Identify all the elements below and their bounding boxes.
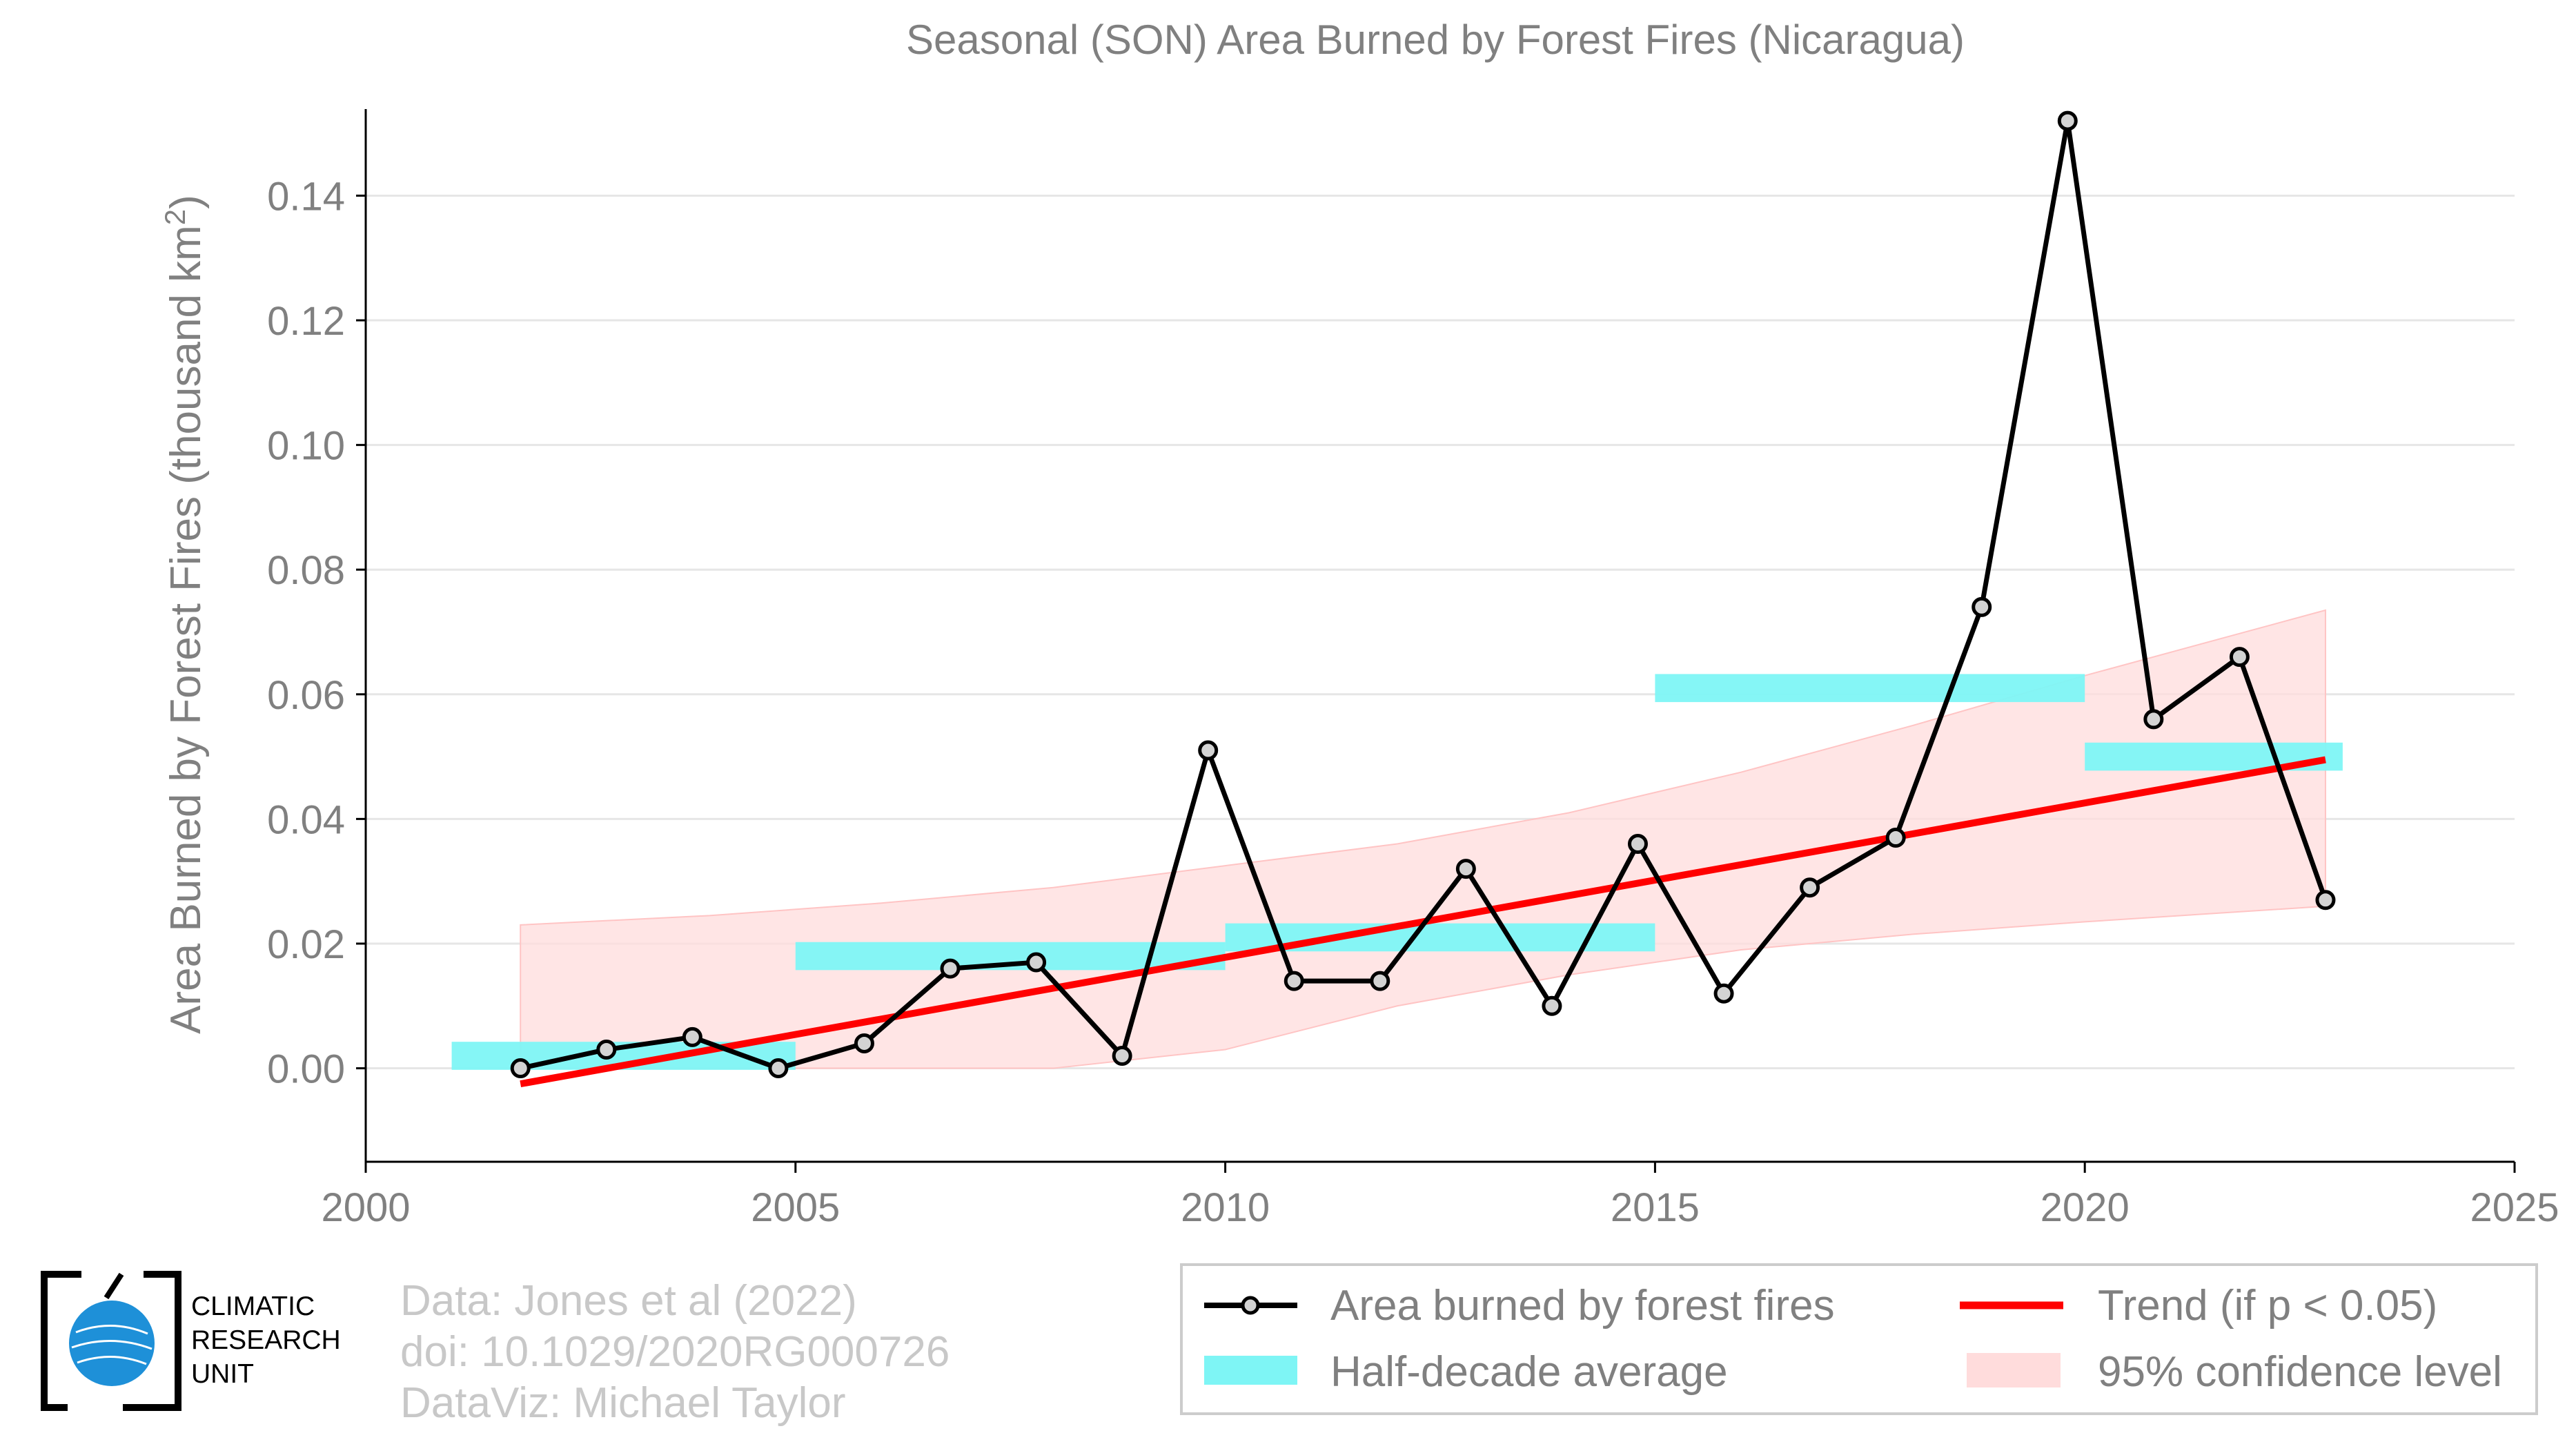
series-line bbox=[520, 118, 2328, 1071]
y-tick-label: 0.14 bbox=[267, 174, 345, 219]
data-point bbox=[1800, 877, 1820, 898]
y-tick-label: 0.00 bbox=[267, 1047, 345, 1092]
data-point bbox=[1198, 740, 1219, 761]
cru-logo bbox=[41, 1271, 181, 1411]
data-point bbox=[1284, 971, 1304, 991]
data-point bbox=[2057, 110, 2078, 131]
x-tick-label: 2000 bbox=[321, 1185, 410, 1230]
legend-swatch-halfdecade bbox=[1204, 1356, 1297, 1385]
data-point bbox=[1713, 983, 1734, 1004]
logo-slash bbox=[104, 1272, 124, 1300]
legend: Area burned by forest fires Trend (if p … bbox=[1180, 1263, 2538, 1415]
data-point bbox=[1026, 952, 1047, 973]
credit-doi: doi: 10.1029/2020RG000726 bbox=[400, 1328, 950, 1376]
x-tick-labels: 2000 2005 2010 2015 2020 2025 bbox=[321, 1185, 2559, 1230]
data-point bbox=[1542, 995, 1562, 1016]
legend-label-trend: Trend (if p < 0.05) bbox=[2098, 1282, 2437, 1330]
x-tick-label: 2025 bbox=[2470, 1185, 2559, 1230]
legend-label-halfdecade: Half-decade average bbox=[1330, 1348, 1728, 1396]
globe-icon bbox=[69, 1301, 155, 1386]
y-tick-label: 0.06 bbox=[267, 673, 345, 718]
data-point bbox=[2315, 890, 2336, 910]
logo-frame-right bbox=[123, 1271, 181, 1411]
chart-title: Seasonal (SON) Area Burned by Forest Fir… bbox=[906, 17, 1965, 63]
legend-label-series: Area burned by forest fires bbox=[1330, 1282, 1835, 1330]
credits: Data: Jones et al (2022) doi: 10.1029/20… bbox=[400, 1276, 950, 1429]
credit-dataviz: DataViz: Michael Taylor bbox=[400, 1379, 846, 1427]
x-tick-label: 2010 bbox=[1181, 1185, 1270, 1230]
data-point bbox=[510, 1058, 531, 1079]
logo-text-line3: UNIT bbox=[191, 1359, 254, 1389]
area-burned-series-layer bbox=[510, 110, 2336, 1079]
x-tick-label: 2020 bbox=[2041, 1185, 2130, 1230]
legend-box bbox=[1180, 1263, 2538, 1415]
data-point bbox=[1627, 834, 1648, 854]
legend-label-confidence: 95% confidence level bbox=[2098, 1348, 2502, 1396]
legend-marker-series bbox=[1241, 1296, 1260, 1315]
y-tick-labels: 0.00 0.02 0.04 0.06 0.08 0.10 0.12 0.14 bbox=[267, 174, 345, 1091]
x-tick-label: 2015 bbox=[1611, 1185, 1700, 1230]
data-point bbox=[2229, 647, 2250, 668]
data-point bbox=[1455, 859, 1476, 879]
y-tick-label: 0.08 bbox=[267, 548, 345, 593]
data-point bbox=[940, 958, 961, 979]
logo-text-line2: RESEARCH bbox=[191, 1325, 341, 1355]
data-point bbox=[1885, 827, 1906, 848]
y-tick-label: 0.04 bbox=[267, 797, 345, 842]
data-point bbox=[2143, 709, 2164, 730]
y-tick-label: 0.02 bbox=[267, 922, 345, 967]
y-tick-label: 0.12 bbox=[267, 299, 345, 344]
y-tick-label: 0.10 bbox=[267, 424, 345, 469]
globe-lines bbox=[71, 1324, 153, 1365]
data-point bbox=[854, 1033, 874, 1053]
data-point bbox=[1972, 596, 1992, 617]
credit-data-source: Data: Jones et al (2022) bbox=[400, 1277, 857, 1325]
data-point bbox=[768, 1058, 789, 1079]
logo-text-line1: CLIMATIC bbox=[191, 1292, 315, 1321]
data-point bbox=[596, 1039, 617, 1060]
half-decade-bar bbox=[1655, 674, 2085, 703]
data-point bbox=[1112, 1046, 1132, 1066]
axes bbox=[356, 109, 2516, 1173]
legend-swatch-confidence bbox=[1967, 1353, 2061, 1387]
logo-text: CLIMATIC RESEARCH UNIT bbox=[191, 1289, 341, 1391]
y-axis-label: Area Burned by Forest Fires (thousand km… bbox=[159, 195, 210, 1034]
x-tick-label: 2005 bbox=[751, 1185, 840, 1230]
logo-frame-left bbox=[41, 1271, 81, 1411]
data-point bbox=[1370, 971, 1390, 991]
data-point bbox=[682, 1026, 702, 1047]
